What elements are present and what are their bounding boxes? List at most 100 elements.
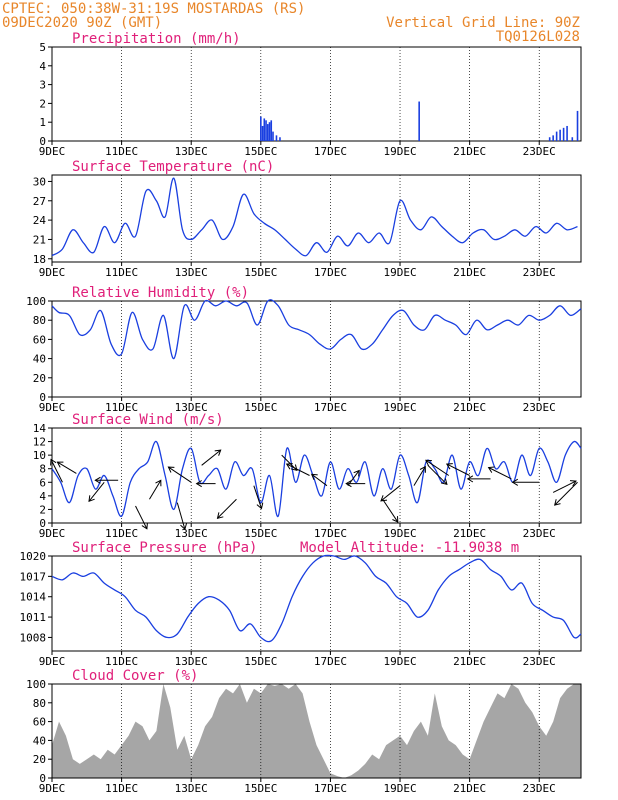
wind-vector-head: [445, 463, 453, 470]
y-tick-label: 18: [33, 253, 46, 266]
series-line: [51, 554, 582, 643]
wind-vector: [57, 461, 77, 474]
x-tick-label: 19DEC: [383, 266, 416, 279]
wind-vector-head: [290, 464, 298, 471]
x-tick-label: 11DEC: [105, 655, 138, 668]
precip-bar: [275, 135, 278, 141]
y-tick-label: 80: [33, 314, 46, 327]
wind-vector-head: [569, 480, 577, 487]
x-tick-label: 17DEC: [314, 782, 347, 795]
wind-vector-head: [141, 522, 148, 530]
wind-vector-head: [310, 473, 318, 480]
y-tick-label: 2: [39, 97, 46, 110]
x-tick-label: 13DEC: [175, 266, 208, 279]
x-tick-label: 15DEC: [244, 527, 277, 540]
y-tick-label: 100: [26, 678, 46, 691]
y-tick-label: 60: [33, 333, 46, 346]
y-tick-label: 40: [33, 353, 46, 366]
panel-title: Relative Humidity (%): [72, 285, 249, 301]
x-tick-label: 17DEC: [314, 266, 347, 279]
wind-vector: [488, 467, 512, 480]
panel-title: Surface Temperature (nC): [72, 159, 274, 175]
wind-vector-head: [392, 516, 399, 523]
x-tick-label: 15DEC: [244, 655, 277, 668]
precip-bar: [260, 116, 262, 141]
precip-bar: [548, 137, 551, 141]
x-tick-label: 15DEC: [244, 401, 277, 414]
wind-vector: [552, 480, 577, 493]
panel-6: 0 20 40 60 80 100 9DEC 11DEC 13DEC 15DEC 17DEC 19DE…: [26, 668, 582, 795]
x-tick-label: 21DEC: [453, 401, 486, 414]
wind-vector-head: [155, 479, 162, 487]
panel-title: Surface Pressure (hPa): [72, 540, 257, 556]
wind-vector-head: [511, 478, 519, 486]
series-line: [51, 299, 582, 360]
wind-vector-head: [94, 476, 101, 484]
wind-vector-head: [487, 466, 495, 473]
wind-vector: [446, 463, 470, 476]
y-tick-label: 6: [39, 476, 46, 489]
precip-bar: [266, 124, 269, 141]
x-tick-label: 19DEC: [383, 401, 416, 414]
x-tick-label: 19DEC: [383, 782, 416, 795]
wind-vector: [554, 481, 578, 506]
plot-frame: [51, 427, 582, 524]
precip-bar: [279, 137, 281, 141]
wind-vector-head: [56, 461, 64, 468]
wind-vector: [135, 505, 148, 530]
wind-vector-head: [216, 512, 224, 519]
panel-title: Precipitation (mm/h): [72, 31, 241, 47]
x-tick-label: 13DEC: [175, 655, 208, 668]
precip-bar: [263, 118, 266, 141]
wind-vector-head: [466, 475, 474, 483]
panel-title: Cloud Cover (%): [72, 668, 198, 684]
y-tick-label: 5: [39, 41, 46, 54]
y-tick-label: 0: [39, 772, 46, 785]
plot-frame: [51, 46, 582, 142]
wind-vector-head: [256, 502, 264, 510]
precip-bar: [418, 101, 420, 141]
wind-vector-head: [50, 458, 57, 466]
y-tick-label: 60: [33, 716, 46, 729]
header-date: 09DEC2020 90Z (GMT): [2, 15, 162, 31]
x-tick-label: 11DEC: [105, 266, 138, 279]
x-tick-label: 21DEC: [453, 782, 486, 795]
y-tick-label: 21: [33, 233, 46, 246]
y-tick-label: 10: [33, 449, 46, 462]
wind-vector: [217, 498, 237, 519]
y-tick-label: 4: [39, 490, 46, 503]
precip-bar: [555, 131, 558, 141]
y-tick-label: 1017: [20, 570, 47, 583]
x-tick-label: 19DEC: [383, 527, 416, 540]
y-tick-label: 0: [39, 135, 46, 148]
wind-vector: [425, 459, 450, 476]
wind-vector: [88, 481, 105, 502]
x-tick-label: 9DEC: [39, 145, 66, 158]
precip-bar: [270, 120, 273, 141]
y-tick-label: 8: [39, 463, 46, 476]
y-tick-label: 0: [39, 517, 46, 530]
panel-3: 0 20 40 60 80 100 9DEC 11DEC 13DEC 15DEC 17DEC 19DE…: [26, 285, 582, 414]
wind-vector-head: [425, 459, 432, 466]
wind-vector-head: [554, 499, 561, 506]
wind-vector-head: [353, 469, 360, 477]
header-location: CPTEC: 050:38W-31:19S MOSTARDAS (RS): [2, 1, 305, 17]
precip-bar: [261, 125, 264, 141]
x-tick-label: 19DEC: [383, 655, 416, 668]
precip-bar: [268, 122, 271, 141]
y-tick-label: 1: [39, 116, 46, 129]
x-tick-label: 17DEC: [314, 401, 347, 414]
y-tick-label: 1014: [20, 591, 47, 604]
x-tick-label: 11DEC: [105, 401, 138, 414]
precip-bar: [272, 131, 274, 141]
y-tick-label: 12: [33, 436, 46, 449]
x-tick-label: 13DEC: [175, 145, 208, 158]
x-tick-label: 21DEC: [453, 266, 486, 279]
y-tick-label: 1020: [20, 550, 47, 563]
y-tick-label: 80: [33, 697, 46, 710]
wind-vector-head: [214, 449, 222, 456]
x-tick-label: 23DEC: [523, 527, 556, 540]
y-tick-label: 20: [33, 372, 46, 385]
x-tick-label: 13DEC: [175, 401, 208, 414]
